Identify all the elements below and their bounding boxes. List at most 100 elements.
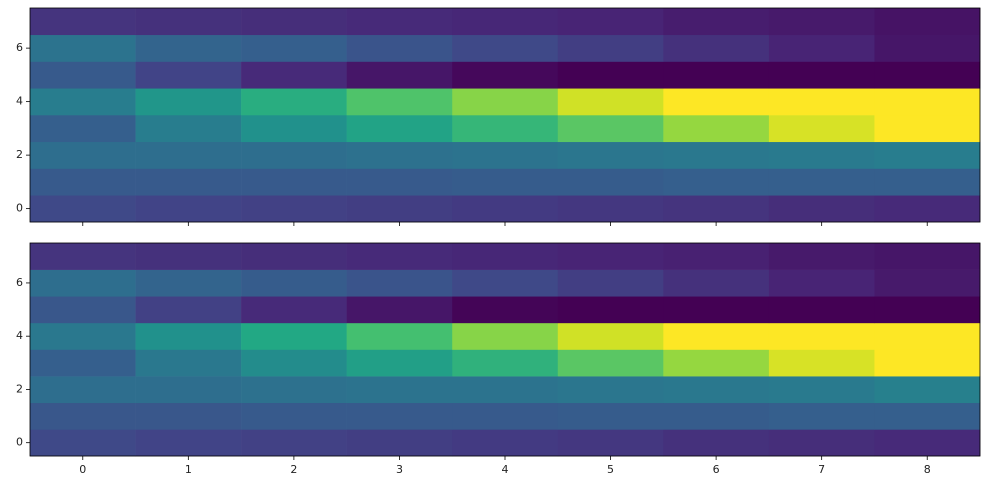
heatmap-cell <box>557 141 664 169</box>
heatmap-cell <box>135 115 242 143</box>
heatmap-cell <box>346 376 453 404</box>
heatmap-cell <box>135 402 242 430</box>
heatmap-cell <box>557 429 664 457</box>
heatmap-cell <box>557 168 664 196</box>
heatmap-cell <box>557 88 664 116</box>
heatmap-cell <box>346 296 453 324</box>
heatmap-cell <box>241 402 347 430</box>
heatmap-cell <box>135 322 242 350</box>
heatmap-cell <box>30 168 136 196</box>
heatmap-cell <box>452 402 559 430</box>
heatmap-cell <box>30 376 136 404</box>
heatmap-cell <box>30 88 136 116</box>
heatmap-cell <box>346 269 453 297</box>
heatmap-cell <box>663 195 770 223</box>
heatmap-cell <box>452 376 559 404</box>
heatmap-cell <box>241 141 347 169</box>
heatmap-cell <box>663 8 770 36</box>
heatmap-cell <box>768 243 875 270</box>
heatmap-cell <box>346 88 453 116</box>
heatmap-cell <box>241 195 347 223</box>
heatmap-cell <box>346 141 453 169</box>
heatmap-cell <box>452 141 559 169</box>
heatmap-cell <box>30 61 136 89</box>
heatmap-cell <box>663 349 770 377</box>
heatmap-cell <box>30 402 136 430</box>
heatmap-cell <box>241 34 347 62</box>
heatmap-cell <box>557 34 664 62</box>
heatmap-cell <box>346 8 453 36</box>
heatmap-cell <box>874 243 981 270</box>
heatmap-cell <box>663 296 770 324</box>
heatmap-cell <box>874 195 981 223</box>
x-tick-label: 0 <box>79 463 86 476</box>
heatmap-cell <box>30 141 136 169</box>
heatmap-cell <box>768 141 875 169</box>
heatmap-cell <box>557 61 664 89</box>
heatmap-cell <box>241 376 347 404</box>
heatmap-cell <box>30 349 136 377</box>
x-tick-label: 6 <box>713 463 720 476</box>
heatmap-cell <box>346 34 453 62</box>
heatmap-cell <box>346 168 453 196</box>
heatmap-cell <box>135 429 242 457</box>
heatmap-cell <box>241 349 347 377</box>
heatmap-cell <box>135 195 242 223</box>
heatmap-cell <box>557 349 664 377</box>
heatmap-cell <box>452 349 559 377</box>
heatmap-cell <box>874 61 981 89</box>
heatmap-cell <box>874 168 981 196</box>
y-tick-label: 4 <box>16 329 23 342</box>
heatmap-cell <box>135 376 242 404</box>
heatmap-cell <box>241 243 347 270</box>
heatmap-cell <box>768 195 875 223</box>
heatmap-cell <box>346 195 453 223</box>
heatmap-cell <box>557 322 664 350</box>
heatmap-cell <box>346 429 453 457</box>
y-tick-label: 0 <box>16 436 23 449</box>
x-tick-label: 8 <box>924 463 931 476</box>
heatmap-cell <box>768 168 875 196</box>
heatmap-cell <box>874 115 981 143</box>
heatmap-cell <box>452 115 559 143</box>
heatmap-cell <box>30 8 136 36</box>
heatmap-cell <box>874 296 981 324</box>
heatmap-cell <box>30 115 136 143</box>
heatmap-cell <box>874 88 981 116</box>
heatmap-cell <box>30 243 136 270</box>
heatmap-cell <box>135 269 242 297</box>
heatmap-cell <box>452 296 559 324</box>
heatmap-cell <box>452 61 559 89</box>
heatmap-cell <box>874 349 981 377</box>
heatmap-cell <box>557 115 664 143</box>
heatmap-cell <box>30 429 136 457</box>
heatmap-cell <box>874 34 981 62</box>
heatmap-cell <box>30 195 136 223</box>
heatmap-cell <box>874 402 981 430</box>
heatmap-cell <box>663 376 770 404</box>
heatmap-cell <box>768 8 875 36</box>
heatmap-cell <box>663 168 770 196</box>
heatmap-cell <box>768 376 875 404</box>
x-tick-label: 3 <box>396 463 403 476</box>
heatmap-cell <box>241 322 347 350</box>
y-tick-label: 6 <box>16 41 23 54</box>
x-tick-label: 1 <box>185 463 192 476</box>
heatmap-cell <box>241 296 347 324</box>
heatmap-cell <box>557 269 664 297</box>
heatmap-cell <box>135 61 242 89</box>
heatmap-cell <box>663 429 770 457</box>
heatmap-cell <box>135 296 242 324</box>
heatmap-cell <box>768 269 875 297</box>
heatmap-cell <box>768 349 875 377</box>
heatmap-cell <box>452 168 559 196</box>
heatmap-cell <box>346 243 453 270</box>
heatmap-cell <box>663 34 770 62</box>
heatmap-cell <box>135 8 242 36</box>
heatmap-cell <box>452 269 559 297</box>
y-tick-label: 6 <box>16 276 23 289</box>
heatmap-cell <box>768 402 875 430</box>
heatmap-cell <box>768 88 875 116</box>
heatmap-cell <box>241 61 347 89</box>
